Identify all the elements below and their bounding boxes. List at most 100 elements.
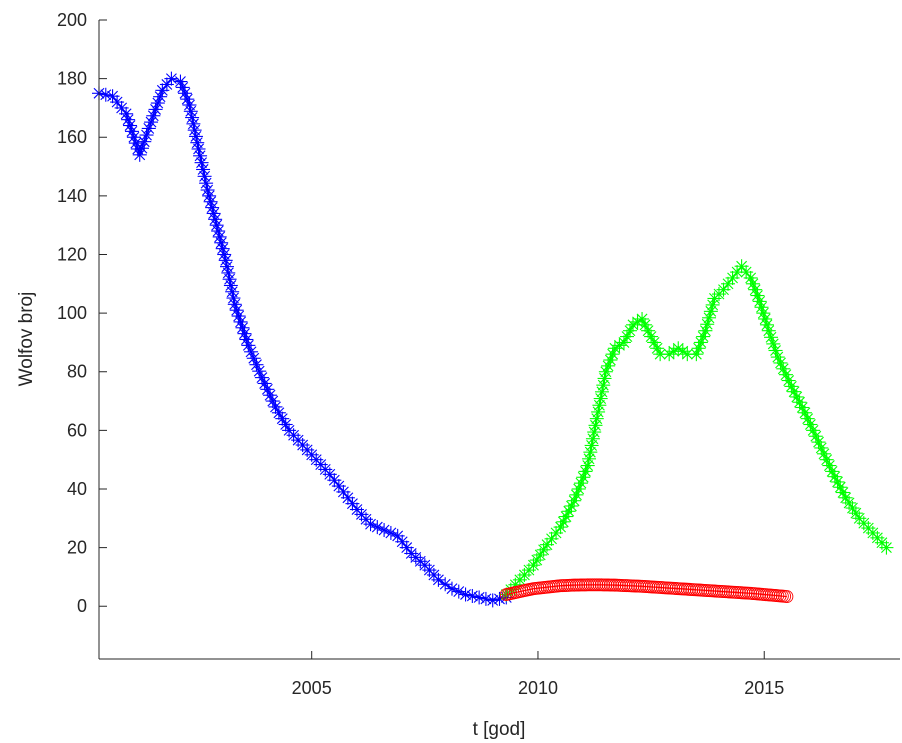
series-3 — [499, 578, 794, 604]
data-point — [622, 323, 637, 338]
data-point — [806, 423, 821, 438]
data-point — [225, 284, 240, 299]
data-point — [202, 188, 217, 203]
data-point — [691, 341, 706, 356]
data-point — [190, 135, 205, 150]
series-line — [506, 584, 787, 598]
data-point — [619, 329, 634, 344]
data-point — [698, 323, 713, 338]
data-point — [196, 162, 211, 177]
series-1 — [92, 71, 514, 608]
data-point — [814, 440, 829, 455]
data-point — [265, 394, 280, 409]
data-point — [180, 92, 195, 107]
y-tick-label: 140 — [57, 186, 87, 206]
data-point — [879, 540, 894, 555]
data-point — [748, 282, 763, 297]
data-point — [756, 306, 771, 321]
y-tick-label: 20 — [67, 538, 87, 558]
x-tick-label: 2005 — [292, 678, 332, 698]
data-point — [275, 411, 290, 426]
data-point — [141, 121, 156, 136]
data-point — [800, 411, 815, 426]
data-point — [603, 353, 618, 368]
data-point — [743, 270, 758, 285]
data-point — [803, 417, 818, 432]
data-point — [177, 86, 192, 101]
data-point — [730, 265, 745, 280]
data-point — [150, 96, 165, 111]
data-point — [153, 89, 168, 104]
data-point — [647, 335, 662, 350]
data-point — [638, 317, 653, 332]
data-point — [781, 373, 796, 388]
data-point — [787, 384, 802, 399]
data-point — [739, 265, 754, 280]
data-point — [175, 80, 190, 95]
data-point — [254, 370, 269, 385]
data-point — [758, 311, 773, 326]
data-point — [146, 108, 161, 123]
data-point — [833, 480, 848, 495]
data-point — [761, 323, 776, 338]
data-point — [188, 129, 203, 144]
data-point — [257, 376, 272, 391]
data-point — [641, 323, 656, 338]
data-point — [218, 253, 233, 268]
tick-layer: 0 20 40 60 80 100 120 140 160 180 200 2005 2010 2015 — [57, 10, 784, 698]
data-point — [173, 74, 188, 89]
data-point — [235, 320, 250, 335]
data-point — [578, 464, 593, 479]
data-point — [148, 102, 163, 117]
data-point — [827, 469, 842, 484]
data-point — [811, 435, 826, 450]
data-point — [569, 487, 584, 502]
data-point — [795, 400, 810, 415]
data-point — [564, 498, 579, 513]
data-point — [194, 155, 209, 170]
data-point — [183, 104, 198, 119]
data-point — [132, 147, 147, 162]
data-point — [816, 446, 831, 461]
data-point — [119, 106, 134, 121]
data-point — [808, 429, 823, 444]
data-point — [776, 361, 791, 376]
data-point — [752, 294, 767, 309]
data-point — [561, 504, 576, 519]
data-point — [766, 336, 781, 351]
y-tick-label: 60 — [67, 420, 87, 440]
data-point — [164, 71, 179, 86]
data-point — [819, 452, 834, 467]
data-point — [252, 364, 267, 379]
data-point — [121, 112, 136, 127]
data-point — [764, 330, 779, 345]
data-point — [778, 367, 793, 382]
y-tick-label: 200 — [57, 10, 87, 30]
data-point — [616, 335, 631, 350]
data-point — [144, 115, 159, 130]
data-point — [745, 276, 760, 291]
data-point — [792, 395, 807, 410]
data-point — [689, 347, 704, 362]
x-tick-label: 2010 — [518, 678, 558, 698]
data-point — [644, 329, 659, 344]
data-point — [716, 282, 731, 297]
data-point — [233, 314, 248, 329]
data-point — [123, 118, 138, 133]
x-tick-label: 2015 — [744, 678, 784, 698]
data-point — [220, 259, 235, 274]
data-point — [244, 344, 259, 359]
data-point — [789, 389, 804, 404]
data-point — [784, 379, 799, 394]
data-point — [237, 326, 252, 341]
data-point — [260, 382, 275, 397]
data-point — [229, 303, 244, 318]
data-point — [227, 297, 242, 312]
data-point — [221, 265, 236, 280]
y-tick-label: 100 — [57, 303, 87, 323]
data-point — [231, 309, 246, 324]
data-point — [263, 388, 278, 403]
data-point — [567, 493, 582, 508]
data-point — [124, 124, 139, 139]
